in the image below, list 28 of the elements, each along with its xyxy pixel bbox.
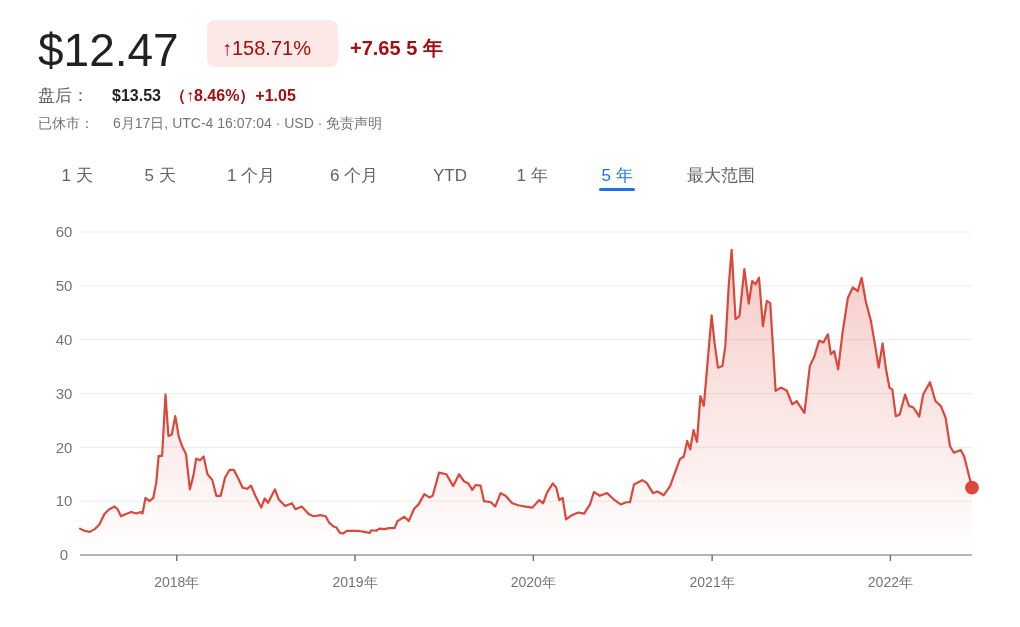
text: 6月17日, UTC-4 16:07:04 · USD · 免责声明 xyxy=(113,115,383,131)
y-tick-label: 60 xyxy=(55,223,73,241)
text: 5 天 xyxy=(144,166,176,185)
y-tick-label: 10 xyxy=(55,492,73,510)
x-tick-label: 2021年 xyxy=(689,574,735,590)
text: 1 个月 xyxy=(226,166,276,185)
chart-title: $12.47 xyxy=(38,24,179,76)
text: 1 天 xyxy=(61,166,93,185)
text: 6 个月 xyxy=(329,166,379,185)
text: 5 年 xyxy=(601,166,633,185)
text: 盘后： xyxy=(38,86,89,105)
y-tick-label: 20 xyxy=(55,438,73,456)
y-tick-label: 40 xyxy=(55,330,73,348)
y-tick-label: 30 xyxy=(55,384,73,402)
x-tick-label: 2018年 xyxy=(154,574,200,590)
text: +7.65 5 年 xyxy=(350,37,443,59)
text: 已休市： xyxy=(38,115,94,131)
y-tick-label: 50 xyxy=(55,277,73,295)
text: 1 年 xyxy=(516,166,548,185)
text: YTD xyxy=(433,166,467,185)
x-tick-label: 2022年 xyxy=(867,574,913,590)
y-tick-label: 0 xyxy=(59,546,69,564)
text: ↑158.71% xyxy=(222,37,312,59)
text: $13.53 xyxy=(112,87,162,104)
text: 最大范围 xyxy=(687,166,755,185)
x-tick-label: 2019年 xyxy=(332,574,378,590)
x-tick-label: 2020年 xyxy=(510,574,556,590)
text: （↑8.46%）+1.05 xyxy=(170,87,296,105)
